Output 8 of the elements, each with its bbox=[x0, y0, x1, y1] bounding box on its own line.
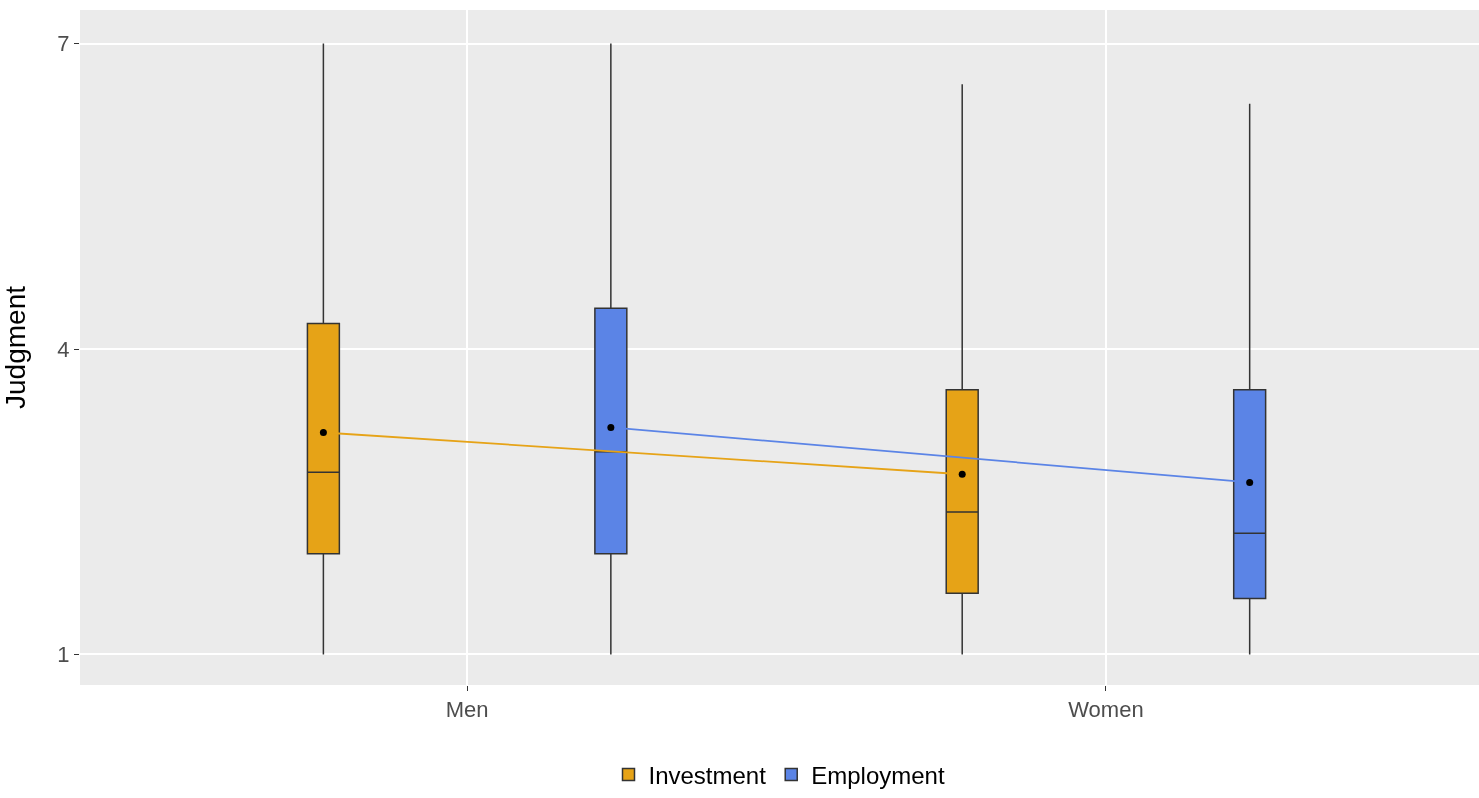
y-tick-label: 1 bbox=[57, 642, 70, 668]
legend-label: Investment bbox=[648, 761, 767, 789]
y-axis-title: Judgment bbox=[0, 285, 31, 409]
legend-label: Employment bbox=[811, 761, 945, 789]
y-tick-label: 7 bbox=[57, 31, 70, 57]
x-tick-label: Men bbox=[445, 697, 489, 723]
y-tick-label: 4 bbox=[57, 336, 70, 362]
x-tick-label: Women bbox=[1068, 697, 1144, 723]
